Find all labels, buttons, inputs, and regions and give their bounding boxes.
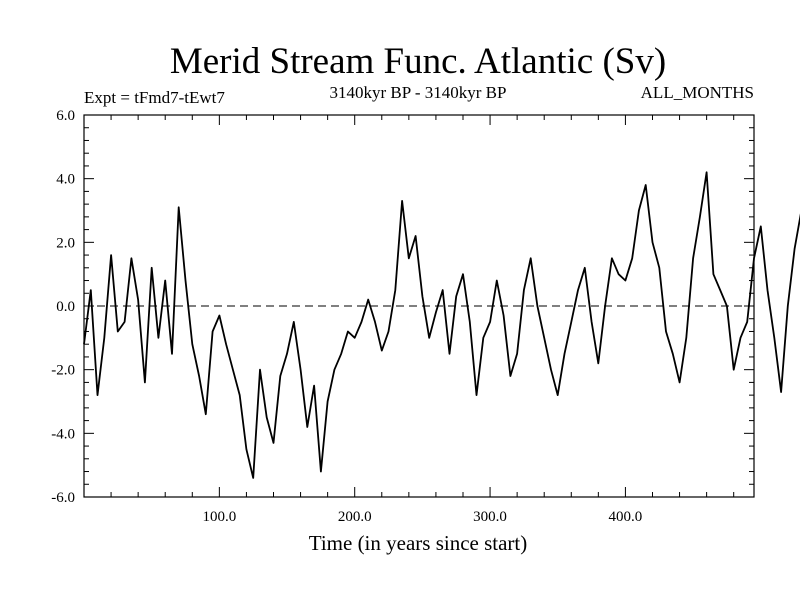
x-tick-label: 300.0 bbox=[473, 509, 507, 525]
y-tick-label: 6.0 bbox=[56, 108, 75, 124]
x-tick-label: 100.0 bbox=[202, 509, 236, 525]
plot-frame bbox=[83, 114, 755, 498]
x-axis-label: Time (in years since start) bbox=[309, 531, 528, 555]
y-tick-label: -4.0 bbox=[51, 426, 75, 442]
y-tick-label: 4.0 bbox=[56, 172, 75, 188]
experiment-label: Expt = tFmd7-tEwt7 bbox=[84, 88, 225, 107]
y-tick-label: -2.0 bbox=[51, 363, 75, 379]
x-tick-label: 200.0 bbox=[338, 509, 372, 525]
y-tick-label: 0.0 bbox=[56, 299, 75, 315]
time-range-label: 3140kyr BP - 3140kyr BP bbox=[330, 83, 507, 102]
axes: 100.0 200.0 300.0 400.0 -6.0 -4.0 -2.0 0.0 2.0 4.… bbox=[51, 108, 754, 525]
x-tick-label: 400.0 bbox=[609, 509, 643, 525]
months-label: ALL_MONTHS bbox=[641, 83, 754, 102]
y-tick-label: -6.0 bbox=[51, 490, 75, 506]
y-tick-label: 2.0 bbox=[56, 235, 75, 251]
series-line bbox=[83, 171, 800, 479]
chart-title: Merid Stream Func. Atlantic (Sv) bbox=[170, 41, 666, 82]
